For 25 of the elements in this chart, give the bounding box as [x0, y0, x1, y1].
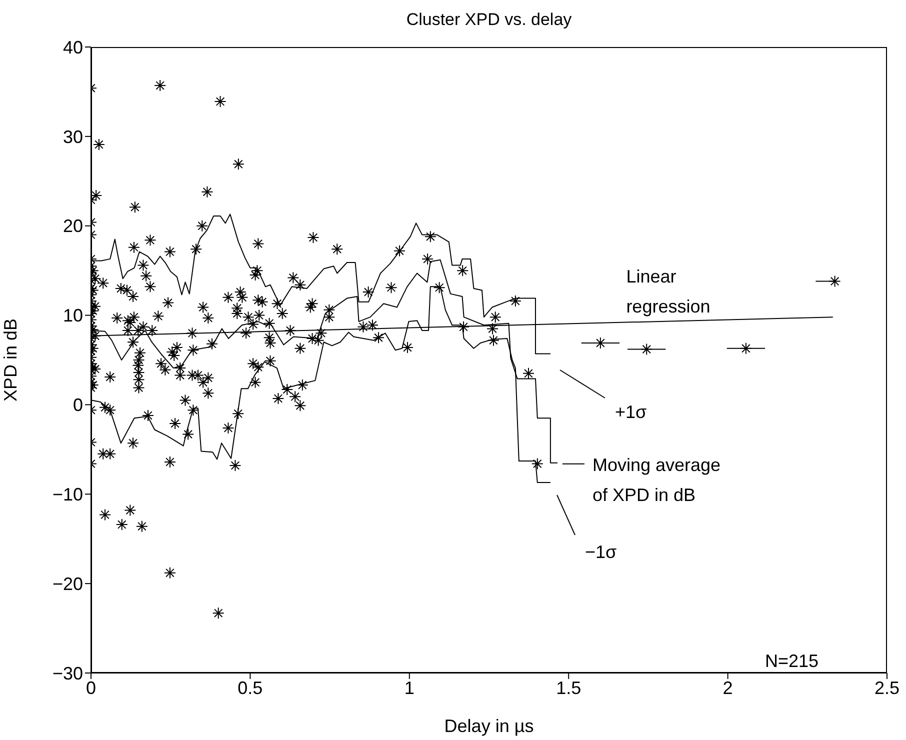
- y-tick-label: 30: [62, 126, 83, 147]
- y-tick-label: 0: [72, 395, 83, 416]
- x-tick-label: 0: [86, 678, 96, 698]
- annotation: N=215: [765, 651, 819, 671]
- annotation: Moving average of XPD in dB: [592, 454, 721, 505]
- y-tick-label: 10: [62, 306, 83, 326]
- y-axis-title: XPD in dB: [0, 318, 20, 402]
- point: [828, 275, 841, 288]
- annotation: Linear regression: [626, 266, 710, 317]
- x-tick-label: 0.5: [238, 678, 263, 698]
- x-tick-label: 1: [404, 678, 414, 698]
- point: [740, 342, 752, 354]
- y-tick-label: −30: [52, 663, 83, 684]
- x-axis-title: Delay in µs: [444, 716, 534, 736]
- y-tick-label: 20: [62, 216, 83, 236]
- x-tick-label: 2.5: [874, 678, 900, 698]
- annotation: −1σ: [585, 542, 617, 562]
- y-tick-label: −20: [52, 574, 83, 594]
- x-tick-label: 2: [722, 678, 733, 698]
- annotation: +1σ: [615, 402, 647, 422]
- chart-title: Cluster XPD vs. delay: [405, 10, 573, 30]
- y-tick-label: 40: [62, 37, 83, 58]
- x-tick-label: 1.5: [556, 678, 582, 698]
- point: [640, 343, 653, 356]
- y-tick-label: −10: [52, 484, 83, 505]
